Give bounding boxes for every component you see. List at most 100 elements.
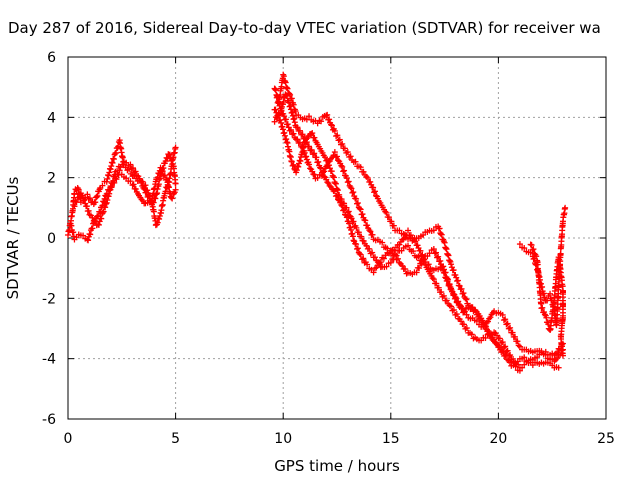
data-point: [357, 164, 364, 171]
data-point: [458, 305, 465, 312]
data-point: [281, 113, 288, 120]
data-point: [172, 180, 179, 187]
data-point: [72, 198, 79, 205]
data-point: [100, 208, 107, 215]
data-point: [384, 245, 391, 252]
data-point: [393, 256, 400, 263]
data-point: [396, 227, 403, 234]
data-point: [315, 158, 322, 165]
data-point: [473, 318, 480, 325]
data-point: [396, 259, 403, 266]
data-point: [296, 139, 303, 146]
data-point: [288, 158, 295, 165]
data-point: [387, 250, 394, 257]
data-point: [557, 250, 564, 257]
y-tick-label: 6: [47, 50, 56, 66]
data-point: [278, 105, 285, 112]
data-point: [383, 209, 390, 216]
data-point: [324, 111, 331, 118]
data-point: [496, 344, 503, 351]
data-point: [87, 231, 94, 238]
chart-title: Day 287 of 2016, Sidereal Day-to-day VTE…: [8, 19, 601, 37]
data-point: [290, 130, 297, 137]
data-point: [487, 314, 494, 321]
data-point: [326, 182, 333, 189]
data-point: [294, 136, 301, 143]
x-axis-label: GPS time / hours: [274, 457, 400, 475]
data-point: [499, 348, 506, 355]
data-point: [559, 352, 566, 359]
data-point: [343, 149, 350, 156]
data-point: [407, 232, 414, 239]
data-point: [127, 161, 134, 168]
data-point: [271, 118, 278, 125]
data-point: [340, 207, 347, 214]
data-point: [347, 184, 354, 191]
y-tick-label: -6: [42, 412, 56, 428]
y-tick-label: 2: [47, 171, 56, 187]
data-point: [353, 195, 360, 202]
data-point: [157, 164, 164, 171]
data-point: [358, 256, 365, 263]
data-point: [324, 162, 331, 169]
data-point: [435, 253, 442, 260]
data-point: [413, 269, 420, 276]
data-point: [341, 145, 348, 152]
data-point: [391, 247, 398, 254]
data-point: [530, 246, 537, 253]
data-point: [512, 363, 519, 370]
data-point: [353, 224, 360, 231]
data-point: [458, 285, 465, 292]
data-point: [75, 194, 82, 201]
data-point: [402, 265, 409, 272]
data-point: [483, 326, 490, 333]
data-point: [360, 237, 367, 244]
data-point: [353, 200, 360, 207]
data-point: [515, 342, 522, 349]
data-point: [85, 207, 92, 214]
data-point: [156, 212, 163, 219]
data-point: [450, 306, 457, 313]
data-point: [274, 115, 281, 122]
data-point: [482, 335, 489, 342]
data-point: [475, 310, 482, 317]
data-point: [448, 303, 455, 310]
data-point: [168, 194, 175, 201]
data-point: [161, 172, 168, 179]
data-point: [460, 321, 467, 328]
data-point: [311, 171, 318, 178]
data-point: [132, 186, 139, 193]
data-point: [318, 118, 325, 125]
data-point: [452, 311, 459, 318]
grid: [68, 57, 606, 419]
data-point: [496, 335, 503, 342]
data-point: [364, 261, 371, 268]
data-point: [405, 227, 412, 234]
data-point: [440, 263, 447, 270]
data-point: [533, 253, 540, 260]
data-point: [460, 290, 467, 297]
y-tick-label: 0: [47, 231, 56, 247]
data-point: [502, 316, 509, 323]
data-point: [334, 192, 340, 199]
data-point: [290, 161, 297, 168]
data-point: [301, 134, 308, 141]
data-point: [385, 214, 392, 221]
data-point: [345, 208, 352, 215]
data-point: [123, 159, 130, 166]
data-point: [85, 237, 92, 244]
data-point: [131, 169, 138, 176]
data-point: [394, 255, 401, 262]
data-point: [367, 228, 374, 235]
data-point: [333, 133, 340, 140]
data-point: [529, 246, 536, 253]
data-point: [323, 112, 330, 119]
data-point: [468, 331, 475, 338]
data-point: [99, 209, 106, 216]
data-point: [99, 182, 106, 189]
data-point: [433, 280, 440, 287]
data-point: [367, 250, 374, 257]
data-point: [336, 136, 343, 143]
data-point: [299, 131, 306, 138]
data-point: [159, 168, 166, 175]
